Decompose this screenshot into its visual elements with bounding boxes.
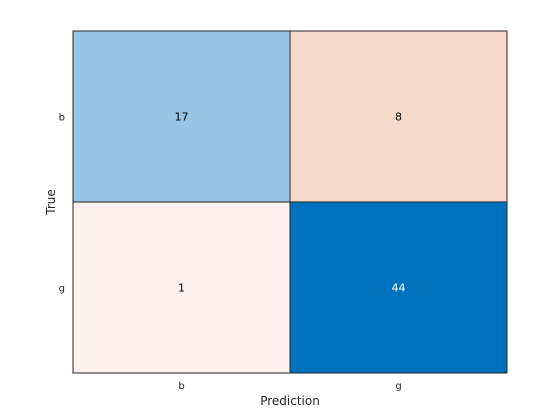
y-axis-label: True bbox=[44, 189, 58, 216]
y-tick-label: g bbox=[59, 284, 65, 295]
cell-value-label: 8 bbox=[395, 111, 402, 124]
plot-frame bbox=[72, 30, 508, 374]
x-tick-label: g bbox=[395, 381, 401, 392]
y-tick-labels: bg bbox=[59, 113, 65, 295]
heatmap-cells: 17 8 1 44 bbox=[72, 30, 508, 374]
heatmap-cell-b-b bbox=[72, 30, 291, 203]
heatmap-cell-b-g bbox=[289, 30, 508, 203]
x-tick-label: b bbox=[178, 381, 184, 392]
cell-value-label: 17 bbox=[175, 111, 189, 124]
y-tick-label: b bbox=[59, 113, 65, 124]
heatmap-cell-g-g bbox=[289, 201, 508, 374]
heatmap-cell-g-b bbox=[72, 201, 291, 374]
cell-value-label: 44 bbox=[392, 282, 406, 295]
cell-value-label: 1 bbox=[178, 282, 185, 295]
x-axis-label: Prediction bbox=[260, 394, 320, 408]
